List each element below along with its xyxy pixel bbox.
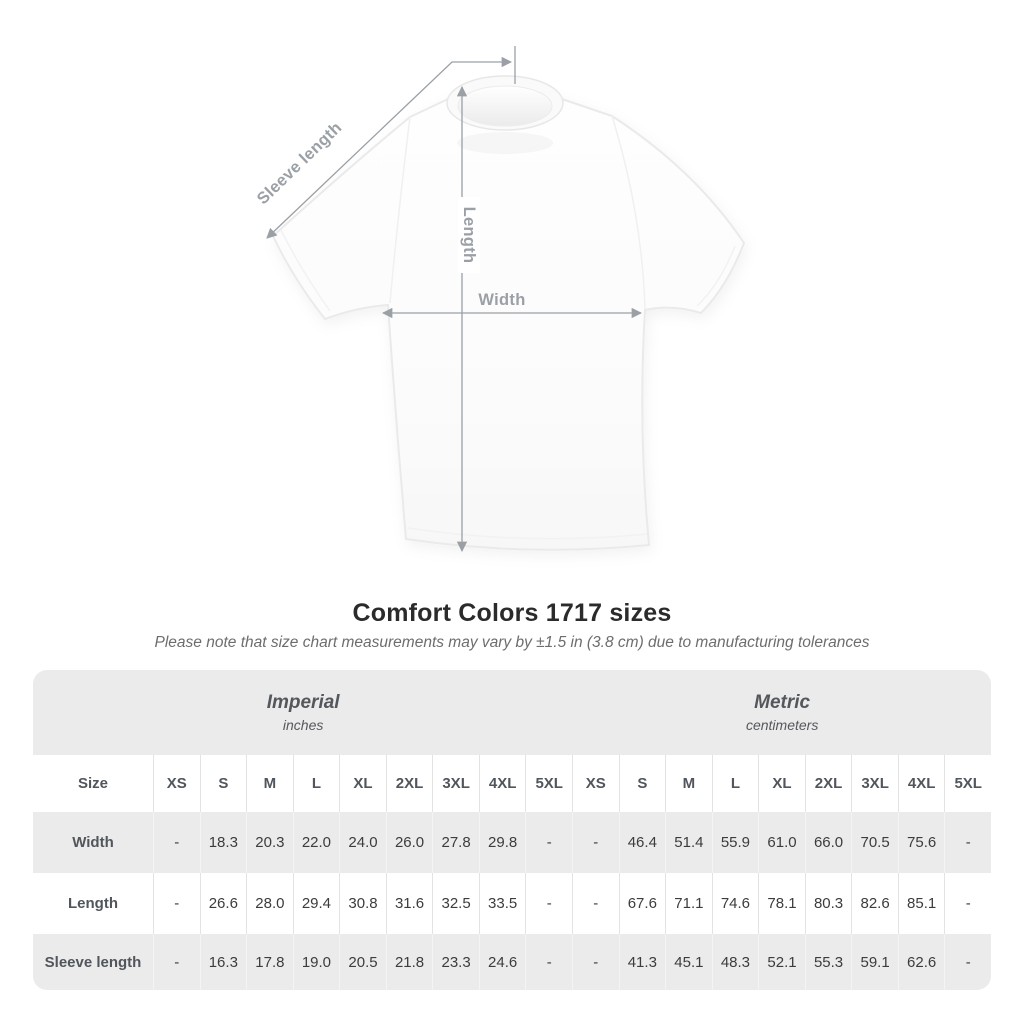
table-cell: - [525, 812, 572, 873]
column-header: S [199, 755, 247, 812]
table-cell: 29.4 [292, 873, 340, 934]
hem-stitch [407, 527, 648, 540]
column-header: XS [572, 755, 619, 812]
table-cell: 17.8 [246, 934, 293, 990]
metric-header: Metric centimeters [573, 670, 991, 755]
collar-opening [457, 85, 553, 127]
table-cell: 78.1 [758, 873, 805, 934]
tshirt-body [271, 87, 746, 551]
column-header: 5XL [525, 755, 572, 812]
table-cell: 27.8 [432, 812, 479, 873]
table-cell: 23.3 [432, 934, 479, 990]
table-cell: - [525, 873, 572, 934]
column-header: M [665, 755, 712, 812]
column-header: 3XL [851, 755, 898, 812]
table-cell: 45.1 [665, 934, 712, 990]
row-label: Length [33, 873, 153, 934]
table-cell: 66.0 [804, 812, 852, 873]
table-cell: 24.6 [478, 934, 526, 990]
table-cell: 33.5 [478, 873, 526, 934]
table-cell: 41.3 [618, 934, 666, 990]
unit-band: Imperial inches Metric centimeters [33, 670, 991, 755]
table-cell: 26.0 [385, 812, 433, 873]
table-cell: 31.6 [385, 873, 433, 934]
table-cell: - [153, 873, 200, 934]
size-column-header: Size [33, 755, 153, 812]
width-label: Width [478, 291, 525, 309]
table-cell: - [525, 934, 572, 990]
table-cell: 24.0 [339, 812, 386, 873]
tolerance-note: Please note that size chart measurements… [154, 634, 870, 651]
column-header: XL [339, 755, 386, 812]
column-header: 3XL [432, 755, 479, 812]
right-sleeve-seam [611, 115, 646, 310]
column-header: 4XL [897, 755, 945, 812]
table-cell: 71.1 [665, 873, 712, 934]
table-cell: - [572, 934, 619, 990]
imperial-sublabel: inches [282, 717, 324, 733]
table-cell: 74.6 [711, 873, 759, 934]
table-cell: 51.4 [665, 812, 712, 873]
row-label: Sleeve length [33, 934, 153, 990]
table-cell: - [153, 812, 200, 873]
table-cell: 59.1 [851, 934, 898, 990]
table-cell: 85.1 [897, 873, 945, 934]
table-cell: 46.4 [618, 812, 666, 873]
table-cell: - [572, 812, 619, 873]
collar-shadow [457, 132, 553, 154]
tshirt-measurement-diagram: Sleeve length Length Width [254, 46, 746, 553]
column-header: 5XL [944, 755, 991, 812]
row-label: Width [33, 812, 153, 873]
table-cell: 62.6 [897, 934, 945, 990]
size-table: Imperial inches Metric centimeters Size X… [33, 670, 991, 990]
table-cell: 32.5 [432, 873, 479, 934]
imperial-label: Imperial [266, 692, 340, 713]
imperial-header: Imperial inches [33, 670, 573, 755]
table-cell: 20.3 [246, 812, 293, 873]
table-cell: 55.9 [711, 812, 759, 873]
table-cell: 70.5 [851, 812, 898, 873]
column-header: 4XL [478, 755, 526, 812]
column-header: S [618, 755, 666, 812]
column-header: XS [153, 755, 200, 812]
column-header: L [711, 755, 759, 812]
table-cell: 28.0 [246, 873, 293, 934]
table-cell: 48.3 [711, 934, 759, 990]
table-cell: 80.3 [804, 873, 852, 934]
length-label: Length [460, 207, 478, 264]
table-cell: 75.6 [897, 812, 945, 873]
table-cell: 21.8 [385, 934, 433, 990]
right-cuff-stitch [696, 245, 736, 307]
column-header: M [246, 755, 293, 812]
metric-label: Metric [754, 692, 811, 713]
table-cell: 52.1 [758, 934, 805, 990]
table-cell: 19.0 [292, 934, 340, 990]
table-cell: 82.6 [851, 873, 898, 934]
column-header: L [292, 755, 340, 812]
table-cell: 20.5 [339, 934, 386, 990]
table-cell: 55.3 [804, 934, 852, 990]
page-title: Comfort Colors 1717 sizes [352, 599, 672, 627]
length-label-bg [458, 197, 480, 273]
table-cell: 22.0 [292, 812, 340, 873]
table-cell: 16.3 [199, 934, 247, 990]
table-cell: - [572, 873, 619, 934]
table-cell: - [944, 934, 991, 990]
table-cell: 29.8 [478, 812, 526, 873]
column-header: XL [758, 755, 805, 812]
table-cell: 61.0 [758, 812, 805, 873]
table-cell: 30.8 [339, 873, 386, 934]
table-cell: - [944, 873, 991, 934]
table-cell: 18.3 [199, 812, 247, 873]
metric-sublabel: centimeters [745, 717, 819, 733]
table-cell: - [153, 934, 200, 990]
size-table-grid: Size XS S M L XL 2XL 3XL 4XL 5XL XS S M L XL 2XL 3XL 4XL 5… [33, 755, 991, 990]
column-header: 2XL [385, 755, 433, 812]
sleeve-length-arrow [266, 56, 513, 239]
table-cell: 67.6 [618, 873, 666, 934]
column-header: 2XL [804, 755, 852, 812]
table-cell: 26.6 [199, 873, 247, 934]
table-cell: - [944, 812, 991, 873]
